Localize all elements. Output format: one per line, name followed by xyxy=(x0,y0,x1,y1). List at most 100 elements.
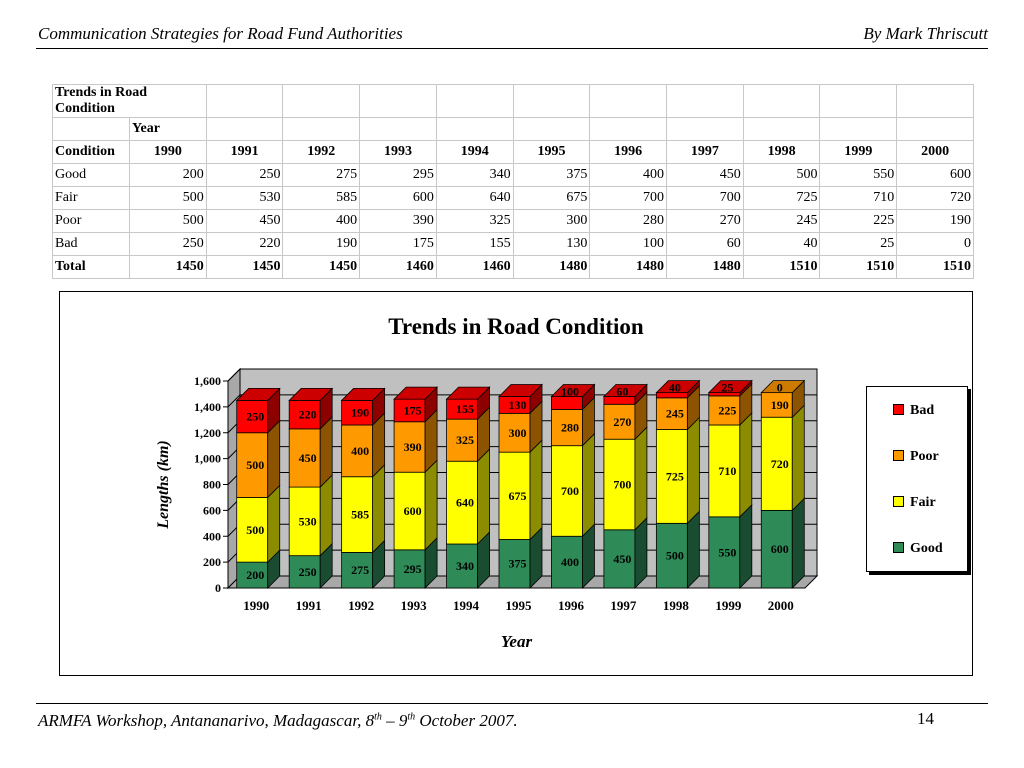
data-label: 190 xyxy=(771,398,789,412)
table-cell: 200 xyxy=(129,163,207,187)
bar-segment-fair xyxy=(446,460,478,545)
table-empty-cell xyxy=(205,84,284,118)
table-cell: 700 xyxy=(666,186,744,210)
table-empty-cell xyxy=(589,84,668,118)
table-total-cell: 1460 xyxy=(435,255,514,279)
data-label: 130 xyxy=(509,398,527,412)
data-label: 325 xyxy=(456,433,474,447)
page-number: 14 xyxy=(917,709,934,728)
stacked-bar-chart: Trends in Road Condition02004006008001,0… xyxy=(155,314,819,651)
bar-side-fair xyxy=(582,432,595,538)
data-label: 245 xyxy=(666,407,684,421)
table-cell: 300 xyxy=(512,209,591,233)
table-cell: 700 xyxy=(589,186,668,210)
bar-segment-poor xyxy=(236,432,269,498)
data-label: 585 xyxy=(351,508,369,522)
table-empty-cell xyxy=(205,117,284,141)
data-label: 0 xyxy=(777,381,783,395)
table-cell: 640 xyxy=(435,186,514,210)
data-label: 225 xyxy=(718,403,736,417)
x-tick-label: 1996 xyxy=(558,598,585,613)
table-cell: 600 xyxy=(359,186,437,210)
bar-top xyxy=(498,384,543,397)
table-cell: 400 xyxy=(282,209,361,233)
data-label: 280 xyxy=(561,421,579,435)
table-empty-cell xyxy=(435,84,514,118)
data-label: 640 xyxy=(456,496,474,510)
y-tick-label: 0 xyxy=(215,581,221,595)
table-total-cell: 1450 xyxy=(129,255,207,279)
bar-top xyxy=(602,384,648,397)
data-label: 390 xyxy=(404,440,422,454)
table-row-label: Poor xyxy=(52,209,130,233)
table-empty-cell xyxy=(512,84,591,118)
bar-segment-poor xyxy=(760,392,793,418)
data-label: 300 xyxy=(509,426,527,440)
data-label: 400 xyxy=(351,444,369,458)
data-label: 500 xyxy=(246,523,264,537)
bar-segment-bad xyxy=(288,400,321,430)
table-empty-cell xyxy=(666,117,744,141)
table-year-header: 1994 xyxy=(435,140,514,164)
table-cell: 270 xyxy=(666,209,744,233)
data-label: 700 xyxy=(561,484,579,498)
table-empty-cell xyxy=(435,117,514,141)
footer-divider xyxy=(36,703,988,704)
y-tick-label: 600 xyxy=(203,503,221,517)
table-empty-cell xyxy=(819,84,898,118)
table-cell: 155 xyxy=(435,232,514,256)
table-row-label: Fair xyxy=(52,186,130,210)
table-cell: 245 xyxy=(742,209,821,233)
bar-side-fair xyxy=(634,426,648,531)
table-cell: 190 xyxy=(282,232,361,256)
x-tick-label: 1998 xyxy=(663,598,690,613)
data-label: 400 xyxy=(561,555,579,569)
data-label: 600 xyxy=(404,504,422,518)
table-year-header: 1990 xyxy=(129,140,207,164)
table-empty-cell xyxy=(742,117,821,141)
data-label: 40 xyxy=(669,381,681,395)
table-empty-cell xyxy=(896,84,974,118)
table-cell: 710 xyxy=(819,186,898,210)
bar-side-fair xyxy=(424,459,438,551)
gridline-side xyxy=(227,368,241,382)
table-empty-cell xyxy=(896,117,974,141)
bar-segment-poor xyxy=(288,428,321,488)
bar-side-fair xyxy=(477,448,490,545)
table-cell: 25 xyxy=(819,232,898,256)
data-label: 600 xyxy=(771,542,789,556)
bar-segment-poor xyxy=(655,397,688,430)
table-empty-cell xyxy=(666,84,744,118)
chart-title: Trends in Road Condition xyxy=(388,314,644,339)
legend-swatch xyxy=(893,496,904,508)
table-empty-cell xyxy=(512,117,591,141)
bar-top xyxy=(550,384,596,397)
bar-top xyxy=(393,386,439,400)
bar-segment-bad xyxy=(341,400,374,426)
bar-top xyxy=(445,386,491,400)
table-row: Fair 500 530 585 600 640 675 700 700 725 710 720 xyxy=(52,186,974,210)
data-label: 340 xyxy=(456,559,474,573)
chart-container: Trends in Road Condition 0 200 400 600 800 1,0… xyxy=(59,291,973,676)
x-tick-label: 1999 xyxy=(715,598,742,613)
bar-side-fair xyxy=(267,484,281,564)
x-tick-label: 2000 xyxy=(768,598,794,613)
table-cell: 450 xyxy=(205,209,284,233)
bar-segment-poor xyxy=(551,409,583,447)
bar-side-fair xyxy=(686,416,700,525)
table-empty-cell xyxy=(819,117,898,141)
table-cell: 220 xyxy=(205,232,284,256)
legend-item-fair: Fair xyxy=(893,495,936,511)
table-cell: 130 xyxy=(512,232,591,256)
bar-side-good xyxy=(739,503,753,589)
table-year-header: 1995 xyxy=(512,140,591,164)
x-tick-label: 1995 xyxy=(506,598,533,613)
trend-table: Trends in Road Condition Year Condition 199… xyxy=(52,84,974,279)
bar-top xyxy=(655,380,701,394)
table-total-row: Total 1450 1450 1450 1460 1460 1480 1480 1480 151… xyxy=(52,255,974,279)
bar-segment-poor xyxy=(603,403,636,440)
table-row: Poor 500 450 400 390 325 300 280 270 245 225 190 xyxy=(52,209,974,233)
table-total-cell: 1510 xyxy=(896,255,974,279)
data-label: 675 xyxy=(509,489,527,503)
table-year-header: 1992 xyxy=(282,140,361,164)
